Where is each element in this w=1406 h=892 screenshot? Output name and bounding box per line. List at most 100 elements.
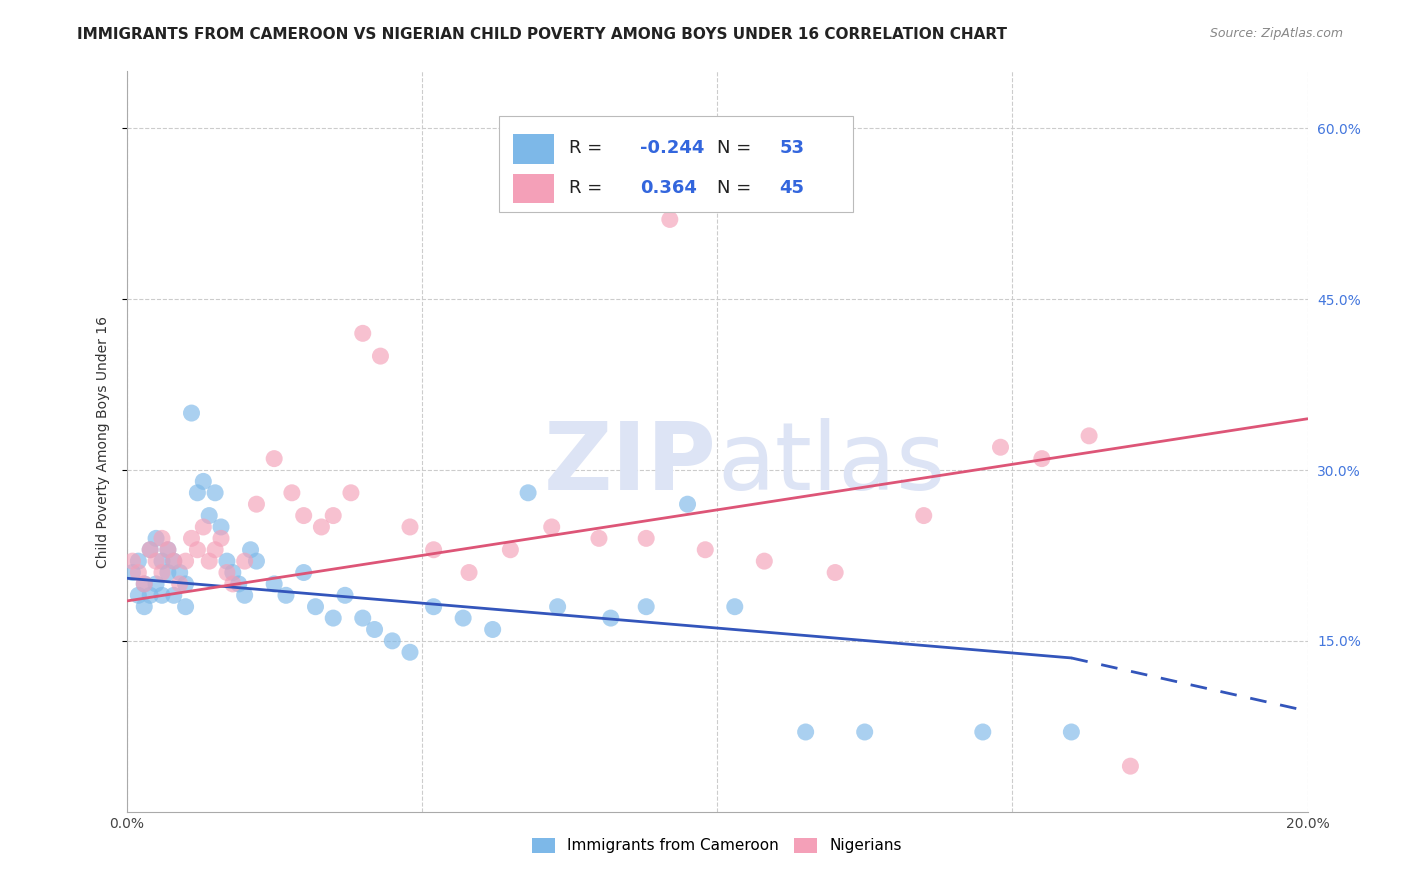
- Point: [599, 611, 621, 625]
- Point: [245, 554, 267, 568]
- Point: [311, 520, 333, 534]
- Point: [139, 542, 162, 557]
- Point: [156, 566, 179, 580]
- Point: [754, 554, 776, 568]
- Point: [399, 520, 422, 534]
- Point: [169, 577, 191, 591]
- Point: [139, 542, 162, 557]
- Point: [636, 532, 658, 546]
- Point: [228, 577, 250, 591]
- Point: [204, 485, 226, 500]
- Legend: Immigrants from Cameroon, Nigerians: Immigrants from Cameroon, Nigerians: [526, 831, 908, 860]
- Point: [215, 554, 238, 568]
- Point: [658, 212, 681, 227]
- Text: R =: R =: [569, 178, 609, 196]
- FancyBboxPatch shape: [513, 174, 554, 203]
- Point: [292, 508, 315, 523]
- Text: Source: ZipAtlas.com: Source: ZipAtlas.com: [1209, 27, 1343, 40]
- Point: [370, 349, 392, 363]
- Text: 53: 53: [780, 139, 804, 157]
- Point: [399, 645, 422, 659]
- Point: [636, 599, 658, 614]
- Point: [134, 577, 156, 591]
- Point: [150, 566, 173, 580]
- Point: [215, 566, 238, 580]
- Point: [363, 623, 385, 637]
- Point: [1078, 429, 1101, 443]
- Point: [676, 497, 699, 511]
- Point: [990, 440, 1012, 454]
- Point: [381, 633, 404, 648]
- Point: [794, 725, 817, 739]
- Point: [540, 520, 562, 534]
- Point: [1119, 759, 1142, 773]
- Point: [186, 485, 208, 500]
- Point: [824, 566, 846, 580]
- Text: -0.244: -0.244: [640, 139, 704, 157]
- Point: [274, 588, 297, 602]
- Point: [134, 599, 156, 614]
- Point: [322, 508, 344, 523]
- Point: [499, 542, 522, 557]
- Point: [222, 566, 245, 580]
- Point: [724, 599, 747, 614]
- Point: [233, 588, 256, 602]
- Point: [340, 485, 363, 500]
- Point: [145, 532, 167, 546]
- Point: [333, 588, 356, 602]
- Point: [209, 532, 232, 546]
- Point: [193, 520, 215, 534]
- FancyBboxPatch shape: [513, 135, 554, 164]
- Point: [912, 508, 935, 523]
- Point: [204, 542, 226, 557]
- Point: [352, 611, 374, 625]
- Point: [304, 599, 326, 614]
- Point: [695, 542, 717, 557]
- Point: [588, 532, 610, 546]
- Point: [139, 588, 162, 602]
- Point: [853, 725, 876, 739]
- Point: [451, 611, 474, 625]
- Point: [174, 554, 197, 568]
- Point: [292, 566, 315, 580]
- Point: [263, 577, 285, 591]
- Point: [150, 554, 173, 568]
- Point: [239, 542, 262, 557]
- Point: [352, 326, 374, 341]
- Point: [222, 577, 245, 591]
- Point: [163, 554, 186, 568]
- Point: [1031, 451, 1053, 466]
- Point: [150, 532, 173, 546]
- Text: 0.364: 0.364: [640, 178, 697, 196]
- Point: [127, 566, 149, 580]
- Y-axis label: Child Poverty Among Boys Under 16: Child Poverty Among Boys Under 16: [96, 316, 110, 567]
- Point: [209, 520, 232, 534]
- Point: [245, 497, 267, 511]
- Point: [174, 599, 197, 614]
- Point: [180, 406, 202, 420]
- Point: [281, 485, 304, 500]
- Point: [322, 611, 344, 625]
- Point: [121, 566, 143, 580]
- Text: R =: R =: [569, 139, 609, 157]
- Text: IMMIGRANTS FROM CAMEROON VS NIGERIAN CHILD POVERTY AMONG BOYS UNDER 16 CORRELATI: IMMIGRANTS FROM CAMEROON VS NIGERIAN CHI…: [77, 27, 1007, 42]
- Point: [233, 554, 256, 568]
- Point: [145, 577, 167, 591]
- Point: [127, 588, 149, 602]
- Point: [481, 623, 503, 637]
- Point: [198, 554, 221, 568]
- Point: [163, 588, 186, 602]
- Point: [156, 542, 179, 557]
- Point: [517, 485, 540, 500]
- Text: atlas: atlas: [717, 417, 945, 509]
- Point: [422, 542, 444, 557]
- Point: [121, 554, 143, 568]
- Point: [263, 451, 285, 466]
- Point: [156, 542, 179, 557]
- Text: N =: N =: [717, 139, 756, 157]
- FancyBboxPatch shape: [499, 116, 853, 212]
- Point: [163, 554, 186, 568]
- Point: [174, 577, 197, 591]
- Point: [150, 588, 173, 602]
- Text: N =: N =: [717, 178, 756, 196]
